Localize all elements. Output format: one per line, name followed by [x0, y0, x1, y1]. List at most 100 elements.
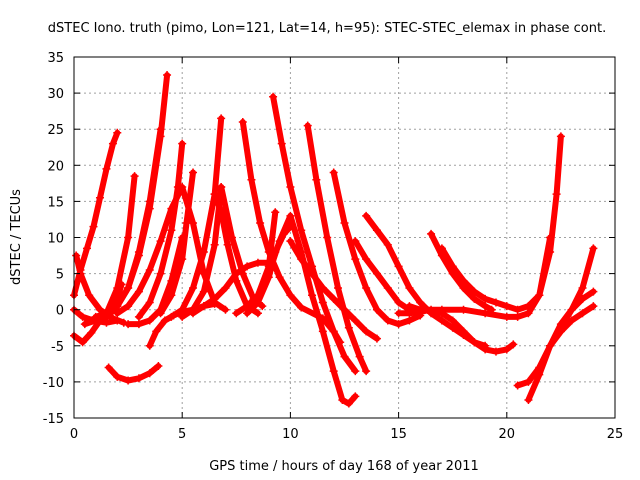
data-point-marker: [167, 291, 176, 300]
data-point-marker: [340, 305, 349, 314]
data-point-marker: [243, 309, 252, 318]
data-point-marker: [312, 175, 321, 184]
data-point-marker: [362, 367, 371, 376]
data-point-marker: [372, 334, 381, 343]
data-point-marker: [253, 309, 262, 318]
data-point-marker: [535, 291, 544, 300]
data-point-marker: [491, 298, 500, 307]
data-arc-arc-31: [437, 132, 565, 314]
data-point-marker: [459, 276, 468, 285]
data-arc-arc-14: [167, 114, 226, 321]
x-tick-label: 15: [390, 427, 407, 442]
data-point-marker: [286, 211, 295, 220]
data-arc-arc-17: [189, 258, 273, 318]
data-point-marker: [329, 327, 338, 336]
data-point-marker: [567, 316, 576, 325]
data-point-marker: [567, 305, 576, 314]
data-point-marker: [394, 309, 403, 318]
data-point-marker: [124, 320, 133, 329]
data-point-marker: [481, 345, 490, 354]
data-point-marker: [227, 233, 236, 242]
data-point-marker: [124, 376, 133, 385]
data-point-marker: [589, 244, 598, 253]
data-arc-arc-35: [546, 302, 598, 350]
data-point-marker: [145, 369, 154, 378]
series-line: [330, 169, 424, 328]
data-point-marker: [427, 229, 436, 238]
data-point-marker: [362, 284, 371, 293]
data-point-marker: [362, 327, 371, 336]
data-point-marker: [134, 320, 143, 329]
data-point-marker: [318, 298, 327, 307]
data-point-marker: [253, 294, 262, 303]
data-point-marker: [383, 240, 392, 249]
data-point-marker: [124, 233, 133, 242]
data-point-marker: [297, 255, 306, 264]
data-point-marker: [210, 190, 219, 199]
y-tick-label: 20: [47, 159, 64, 174]
data-point-marker: [238, 269, 247, 278]
data-point-marker: [344, 399, 353, 408]
y-tick-label: 0: [56, 304, 64, 319]
data-point-marker: [271, 208, 280, 217]
data-point-marker: [189, 309, 198, 318]
data-point-marker: [344, 323, 353, 332]
data-point-marker: [318, 327, 327, 336]
data-point-marker: [72, 251, 81, 260]
data-arc-arc-05: [104, 362, 163, 385]
data-point-marker: [383, 284, 392, 293]
data-point-marker: [124, 284, 133, 293]
y-tick-label: 5: [56, 268, 64, 283]
data-point-marker: [134, 312, 143, 321]
data-point-marker: [113, 302, 122, 311]
data-point-marker: [318, 284, 327, 293]
data-arc-arc-11: [134, 139, 187, 321]
data-point-marker: [134, 247, 143, 256]
data-point-marker: [383, 316, 392, 325]
data-point-marker: [253, 258, 262, 267]
data-point-marker: [78, 338, 87, 347]
data-point-marker: [524, 395, 533, 404]
data-point-marker: [134, 287, 143, 296]
data-point-marker: [448, 323, 457, 332]
data-point-marker: [372, 269, 381, 278]
data-point-marker: [78, 312, 87, 321]
data-point-marker: [199, 302, 208, 311]
data-point-marker: [589, 287, 598, 296]
data-point-marker: [104, 363, 113, 372]
data-point-marker: [264, 269, 273, 278]
data-point-marker: [459, 284, 468, 293]
data-point-marker: [277, 139, 286, 148]
data-point-marker: [546, 233, 555, 242]
data-point-marker: [513, 305, 522, 314]
data-point-marker: [130, 172, 139, 181]
data-point-marker: [156, 237, 165, 246]
data-point-marker: [163, 71, 172, 80]
data-point-marker: [247, 175, 256, 184]
data-point-marker: [102, 164, 111, 173]
y-tick-label: -10: [43, 376, 64, 391]
data-point-marker: [145, 265, 154, 274]
data-point-marker: [459, 327, 468, 336]
data-point-marker: [535, 370, 544, 379]
data-point-marker: [199, 247, 208, 256]
data-point-marker: [556, 132, 565, 141]
data-point-marker: [80, 320, 89, 329]
data-point-marker: [95, 193, 104, 202]
x-tick-label: 20: [499, 427, 516, 442]
data-point-marker: [223, 240, 232, 249]
data-point-marker: [556, 327, 565, 336]
data-point-marker: [173, 182, 182, 191]
data-point-marker: [448, 262, 457, 271]
data-point-marker: [134, 374, 143, 383]
data-point-marker: [145, 341, 154, 350]
y-tick-label: 35: [47, 51, 64, 66]
data-point-marker: [448, 316, 457, 325]
data-point-marker: [113, 309, 122, 318]
data-point-marker: [437, 244, 446, 253]
data-point-marker: [437, 316, 446, 325]
x-tick-label: 5: [178, 427, 186, 442]
data-point-marker: [481, 302, 490, 311]
data-point-marker: [556, 320, 565, 329]
data-point-marker: [329, 367, 338, 376]
